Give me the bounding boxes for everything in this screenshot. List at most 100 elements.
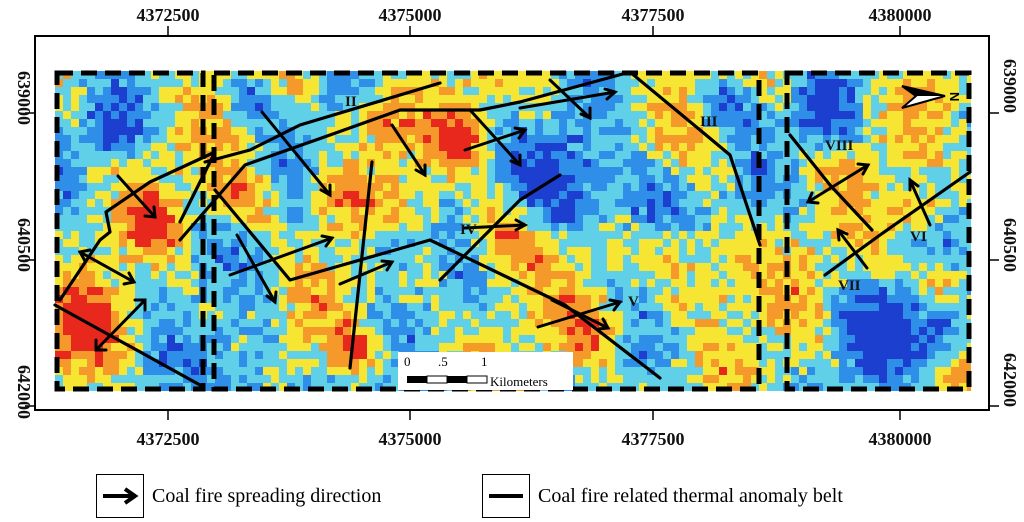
raster-cell	[839, 151, 847, 159]
raster-cell	[631, 87, 639, 95]
raster-cell	[375, 199, 383, 207]
raster-cell	[615, 359, 623, 367]
raster-cell	[231, 247, 239, 255]
raster-cell	[439, 311, 447, 319]
raster-cell	[647, 359, 655, 367]
raster-cell	[383, 159, 391, 167]
raster-cell	[959, 239, 967, 247]
raster-cell	[239, 215, 247, 223]
raster-cell	[623, 295, 631, 303]
raster-cell	[463, 295, 471, 303]
raster-cell	[343, 175, 351, 183]
raster-cell	[887, 119, 895, 127]
raster-cell	[559, 199, 567, 207]
raster-cell	[231, 263, 239, 271]
raster-cell	[631, 111, 639, 119]
raster-cell	[751, 255, 759, 263]
raster-cell	[847, 119, 855, 127]
raster-cell	[927, 279, 935, 287]
raster-cell	[191, 95, 199, 103]
raster-cell	[815, 295, 823, 303]
raster-cell	[607, 79, 615, 87]
raster-cell	[615, 367, 623, 375]
raster-cell	[215, 79, 223, 87]
raster-cell	[759, 271, 767, 279]
raster-cell	[319, 343, 327, 351]
raster-cell	[511, 143, 519, 151]
raster-cell	[287, 103, 295, 111]
raster-cell	[815, 335, 823, 343]
raster-cell	[719, 263, 727, 271]
raster-cell	[855, 95, 863, 103]
raster-cell	[519, 143, 527, 151]
raster-cell	[391, 151, 399, 159]
raster-cell	[311, 87, 319, 95]
spreading-arrow	[463, 126, 528, 152]
raster-cell	[567, 263, 575, 271]
raster-cell	[327, 71, 335, 79]
raster-cell	[311, 95, 319, 103]
raster-cell	[783, 375, 791, 383]
raster-cell	[943, 375, 951, 383]
raster-cell	[63, 207, 71, 215]
raster-cell	[455, 223, 463, 231]
raster-cell	[359, 159, 367, 167]
raster-cell	[383, 375, 391, 383]
raster-cell	[751, 191, 759, 199]
raster-cell	[895, 87, 903, 95]
raster-cell	[423, 199, 431, 207]
raster-cell	[791, 271, 799, 279]
raster-cell	[623, 207, 631, 215]
raster-cell	[383, 87, 391, 95]
raster-cell	[911, 103, 919, 111]
raster-cell	[271, 103, 279, 111]
raster-cell	[703, 231, 711, 239]
raster-cell	[607, 103, 615, 111]
spreading-arrow	[94, 298, 147, 352]
raster-cell	[119, 255, 127, 263]
raster-cell	[855, 295, 863, 303]
raster-cell	[879, 271, 887, 279]
raster-cell	[447, 127, 455, 135]
raster-cell	[527, 127, 535, 135]
raster-cell	[871, 311, 879, 319]
raster-cell	[703, 359, 711, 367]
raster-cell	[391, 279, 399, 287]
zone-label-iii: III	[700, 114, 718, 130]
raster-cell	[743, 375, 751, 383]
raster-cell	[159, 191, 167, 199]
raster-cell	[711, 111, 719, 119]
raster-cell	[663, 279, 671, 287]
raster-cell	[335, 359, 343, 367]
raster-cell	[287, 151, 295, 159]
raster-cell	[143, 311, 151, 319]
raster-cell	[743, 95, 751, 103]
raster-cell	[559, 207, 567, 215]
raster-cell	[111, 199, 119, 207]
raster-cell	[63, 247, 71, 255]
raster-cell	[463, 151, 471, 159]
raster-cell	[183, 351, 191, 359]
raster-cell	[823, 119, 831, 127]
raster-cell	[903, 79, 911, 87]
anomaly-belt	[178, 70, 762, 247]
raster-cell	[327, 151, 335, 159]
raster-cell	[471, 271, 479, 279]
raster-cell	[375, 183, 383, 191]
raster-cell	[743, 279, 751, 287]
raster-cell	[311, 223, 319, 231]
raster-cell	[87, 223, 95, 231]
raster-cell	[367, 151, 375, 159]
raster-cell	[311, 103, 319, 111]
raster-cell	[295, 215, 303, 223]
raster-cell	[87, 287, 95, 295]
raster-cell	[431, 111, 439, 119]
raster-cell	[943, 151, 951, 159]
raster-cell	[935, 79, 943, 87]
raster-cell	[775, 375, 783, 383]
raster-cell	[231, 279, 239, 287]
raster-cell	[303, 151, 311, 159]
raster-cell	[847, 375, 855, 383]
raster-cell	[495, 247, 503, 255]
raster-cell	[839, 247, 847, 255]
